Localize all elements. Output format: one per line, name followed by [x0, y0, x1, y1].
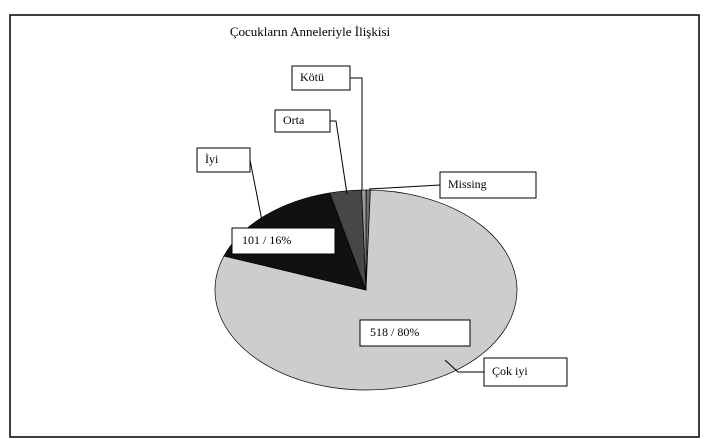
category-label: Missing [448, 177, 487, 191]
category-label: İyi [205, 152, 219, 166]
label-box [483, 357, 568, 387]
category-label: Orta [283, 113, 305, 127]
chart-title: Çocukların Anneleriyle İlişkisi [230, 24, 391, 39]
leader-line [350, 77, 363, 190]
pie-slice [361, 189, 367, 291]
leader-line [330, 120, 348, 195]
label-box [274, 109, 331, 133]
label-box [439, 171, 537, 199]
label-box [359, 319, 471, 347]
leader-line [444, 359, 484, 373]
leader-line [368, 184, 441, 190]
value-label: 518 / 80% [370, 325, 419, 339]
value-label: 101 / 16% [242, 233, 291, 247]
label-box [291, 65, 351, 91]
category-label: Çok iyi [492, 364, 528, 378]
label-box [231, 227, 336, 255]
label-box [196, 147, 251, 173]
leader-line [249, 159, 263, 222]
category-label: Kötü [300, 70, 324, 84]
